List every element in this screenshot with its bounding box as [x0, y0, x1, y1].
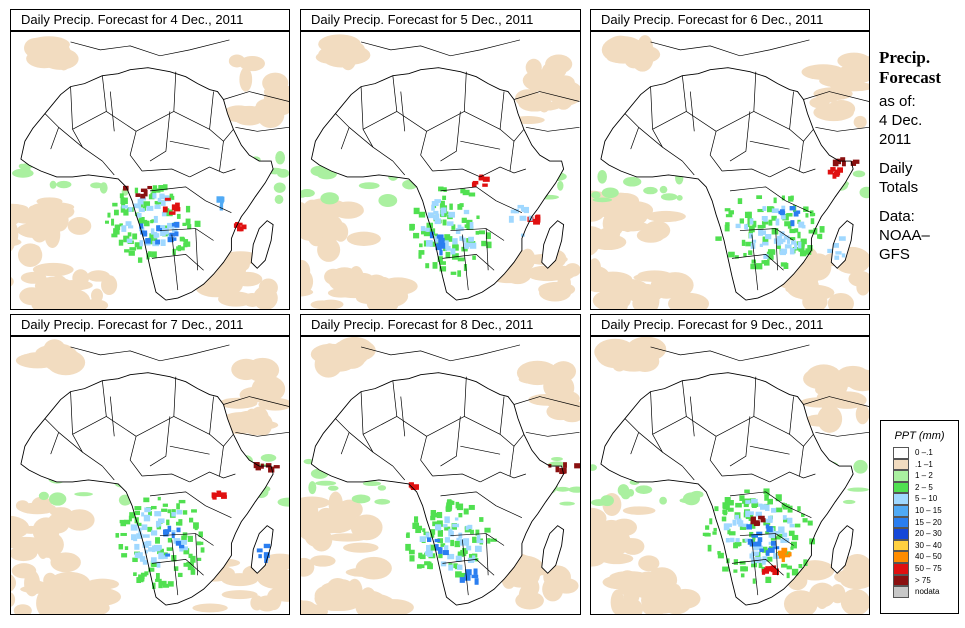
legend-label: 15 – 20 [915, 517, 942, 527]
legend-row: 20 – 30 [881, 528, 958, 540]
legend-label: 50 – 75 [915, 563, 942, 573]
country-borders [624, 344, 869, 596]
side-annotation: Precip. Forecast as of: 4 Dec. 2011 Dail… [879, 48, 959, 264]
map-graphic [591, 35, 869, 309]
side-daily: Daily [879, 160, 913, 177]
legend-label: 20 – 30 [915, 529, 942, 539]
precip-field [104, 184, 247, 263]
forecast-map [10, 31, 290, 310]
side-source-2: GFS [879, 246, 910, 263]
legend-swatch [893, 504, 909, 517]
side-heading-2: Forecast [879, 68, 941, 87]
side-source-1: NOAA– [879, 227, 930, 244]
side-data-label: Data: [879, 208, 915, 225]
precip-field [715, 157, 860, 270]
legend-row: 1 – 2 [881, 470, 958, 482]
legend-row: 0 –.1 [881, 447, 958, 459]
map-graphic [591, 337, 869, 614]
forecast-map [590, 336, 870, 615]
legend-row: 10 – 15 [881, 504, 958, 517]
legend-label: 5 – 10 [915, 494, 938, 504]
forecast-map [10, 336, 290, 615]
map-graphic [11, 36, 289, 309]
legend-swatch [893, 551, 909, 563]
legend-row: 50 – 75 [881, 562, 958, 575]
panel-title: Daily Precip. Forecast for 6 Dec., 2011 [590, 9, 870, 31]
forecast-map [300, 31, 581, 310]
legend-swatch [893, 574, 909, 587]
map-graphic [11, 339, 289, 614]
panel-title: Daily Precip. Forecast for 7 Dec., 2011 [10, 314, 290, 336]
legend-row: 2 – 5 [881, 481, 958, 494]
precip-field [409, 174, 541, 277]
legend-label: 40 – 50 [915, 552, 942, 562]
forecast-map [300, 336, 581, 615]
ocean-light-precip [591, 337, 869, 614]
legend-label: 10 – 15 [915, 505, 942, 515]
map-graphic [301, 34, 580, 309]
legend-row: 30 – 40 [881, 539, 958, 552]
legend-swatch [893, 562, 909, 575]
legend-row: > 75 [881, 574, 958, 587]
country-borders [44, 39, 289, 291]
legend-row: .1 –1 [881, 458, 958, 471]
precip-field [702, 488, 816, 584]
panel-title: Daily Precip. Forecast for 9 Dec., 2011 [590, 314, 870, 336]
legend-row: 15 – 20 [881, 516, 958, 529]
panel-title: Daily Precip. Forecast for 8 Dec., 2011 [300, 314, 581, 336]
country-borders [624, 39, 869, 291]
legend-label: 0 –.1 [915, 448, 933, 457]
legend-row: 5 – 10 [881, 493, 958, 505]
legend-swatch [893, 516, 909, 529]
legend-label: 2 – 5 [915, 482, 933, 492]
country-borders [335, 39, 580, 291]
panel-title: Daily Precip. Forecast for 4 Dec., 2011 [10, 9, 290, 31]
legend-swatch [893, 447, 909, 459]
legend-label: > 75 [915, 575, 931, 585]
legend-row: nodata [881, 586, 958, 598]
country-borders [335, 344, 580, 596]
side-heading-1: Precip. [879, 48, 931, 67]
map-graphic [301, 337, 580, 614]
legend-swatch [893, 458, 909, 471]
forecast-map [590, 31, 870, 310]
legend-row: 40 – 50 [881, 551, 958, 563]
legend-swatch [893, 539, 909, 552]
side-date: 4 Dec. [879, 112, 923, 129]
legend-swatch [893, 528, 909, 540]
side-asof: as of: [879, 93, 916, 110]
ocean-light-precip [11, 36, 289, 309]
legend-label: 1 – 2 [915, 471, 933, 481]
country-borders [44, 344, 289, 596]
legend-label: nodata [915, 587, 940, 597]
legend-label: 30 – 40 [915, 540, 942, 550]
legend-swatch [893, 470, 909, 482]
legend-swatch [893, 586, 909, 598]
side-totals: Totals [879, 179, 919, 196]
legend-swatch [893, 493, 909, 505]
precip-field [405, 462, 580, 585]
panel-title: Daily Precip. Forecast for 5 Dec., 2011 [300, 9, 581, 31]
precip-field [115, 462, 280, 589]
side-year: 2011 [879, 131, 912, 148]
legend-swatch [893, 481, 909, 494]
legend-title: PPT (mm) [894, 430, 945, 442]
legend-label: .1 –1 [915, 459, 933, 469]
